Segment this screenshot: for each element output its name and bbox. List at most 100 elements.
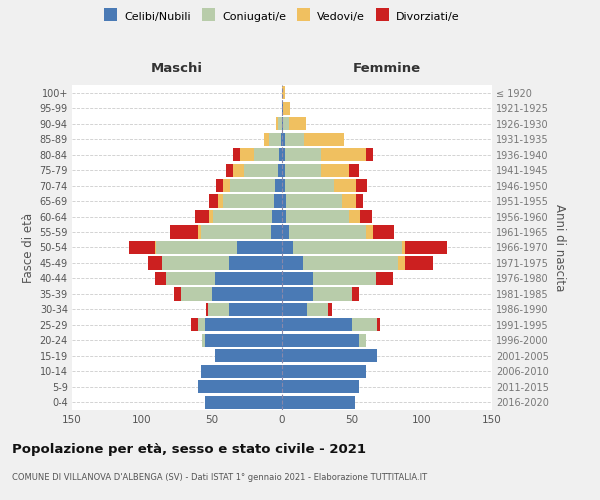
Bar <box>307 303 328 316</box>
Bar <box>209 194 218 207</box>
Bar <box>285 148 321 161</box>
Bar <box>403 241 405 254</box>
Bar <box>195 210 209 223</box>
Bar <box>282 334 359 347</box>
Bar <box>282 364 366 378</box>
Bar <box>130 241 155 254</box>
Bar <box>212 288 282 300</box>
Bar <box>285 164 321 176</box>
Bar <box>166 272 215 285</box>
Bar <box>269 132 281 145</box>
Bar <box>366 148 373 161</box>
Bar <box>209 210 214 223</box>
Bar <box>349 164 359 176</box>
Bar <box>283 117 289 130</box>
Bar <box>279 148 282 161</box>
Bar <box>282 117 283 130</box>
Bar <box>218 194 223 207</box>
Bar <box>313 272 376 285</box>
Bar <box>201 226 271 238</box>
Bar <box>366 226 373 238</box>
Bar <box>208 303 229 316</box>
Bar <box>198 226 201 238</box>
Bar <box>352 318 377 332</box>
Bar <box>271 226 282 238</box>
Legend: Celibi/Nubili, Coniugati/e, Vedovi/e, Divorziati/e: Celibi/Nubili, Coniugati/e, Vedovi/e, Di… <box>101 8 463 25</box>
Bar <box>214 210 272 223</box>
Bar <box>244 164 278 176</box>
Bar <box>229 256 282 270</box>
Y-axis label: Fasce di età: Fasce di età <box>22 212 35 282</box>
Bar <box>223 194 274 207</box>
Bar <box>361 210 371 223</box>
Bar <box>229 303 282 316</box>
Bar <box>349 210 361 223</box>
Bar <box>328 303 332 316</box>
Bar <box>377 318 380 332</box>
Bar <box>282 318 352 332</box>
Bar <box>282 210 286 223</box>
Bar <box>233 164 244 176</box>
Bar <box>286 194 342 207</box>
Bar <box>282 288 313 300</box>
Bar <box>191 318 198 332</box>
Bar <box>277 117 278 130</box>
Bar <box>282 148 285 161</box>
Y-axis label: Anni di nascita: Anni di nascita <box>553 204 566 291</box>
Bar <box>283 102 290 115</box>
Bar <box>215 272 282 285</box>
Bar <box>282 350 377 362</box>
Bar <box>275 179 282 192</box>
Bar <box>198 380 282 394</box>
Bar <box>230 179 275 192</box>
Bar <box>202 334 205 347</box>
Bar <box>282 102 283 115</box>
Bar <box>342 194 356 207</box>
Bar <box>282 396 355 409</box>
Bar <box>304 132 344 145</box>
Bar <box>282 380 359 394</box>
Text: COMUNE DI VILLANOVA D'ALBENGA (SV) - Dati ISTAT 1° gennaio 2021 - Elaborazione T: COMUNE DI VILLANOVA D'ALBENGA (SV) - Dat… <box>12 472 427 482</box>
Bar <box>289 117 306 130</box>
Bar <box>161 256 229 270</box>
Bar <box>282 226 289 238</box>
Bar <box>376 272 392 285</box>
Bar <box>156 241 237 254</box>
Bar <box>282 86 285 100</box>
Bar <box>282 132 285 145</box>
Bar <box>334 179 356 192</box>
Bar <box>282 179 285 192</box>
Bar <box>174 288 181 300</box>
Bar <box>155 241 156 254</box>
Bar <box>356 194 363 207</box>
Bar <box>285 132 304 145</box>
Bar <box>282 303 307 316</box>
Bar <box>321 148 366 161</box>
Bar <box>272 210 282 223</box>
Bar <box>206 303 208 316</box>
Bar <box>405 256 433 270</box>
Bar <box>282 272 313 285</box>
Bar <box>198 318 205 332</box>
Bar <box>274 194 282 207</box>
Text: Popolazione per età, sesso e stato civile - 2021: Popolazione per età, sesso e stato civil… <box>12 442 366 456</box>
Bar <box>264 132 269 145</box>
Bar <box>254 148 279 161</box>
Bar <box>352 288 359 300</box>
Bar <box>398 256 405 270</box>
Bar <box>286 210 349 223</box>
Bar <box>215 350 282 362</box>
Bar <box>278 164 282 176</box>
Text: Femmine: Femmine <box>353 62 421 75</box>
Bar <box>359 334 366 347</box>
Bar <box>313 288 352 300</box>
Bar <box>240 148 254 161</box>
Bar <box>216 179 223 192</box>
Bar <box>205 334 282 347</box>
Bar <box>285 179 334 192</box>
Bar <box>321 164 349 176</box>
Bar <box>373 226 394 238</box>
Bar <box>233 148 240 161</box>
Bar <box>205 318 282 332</box>
Bar <box>155 272 166 285</box>
